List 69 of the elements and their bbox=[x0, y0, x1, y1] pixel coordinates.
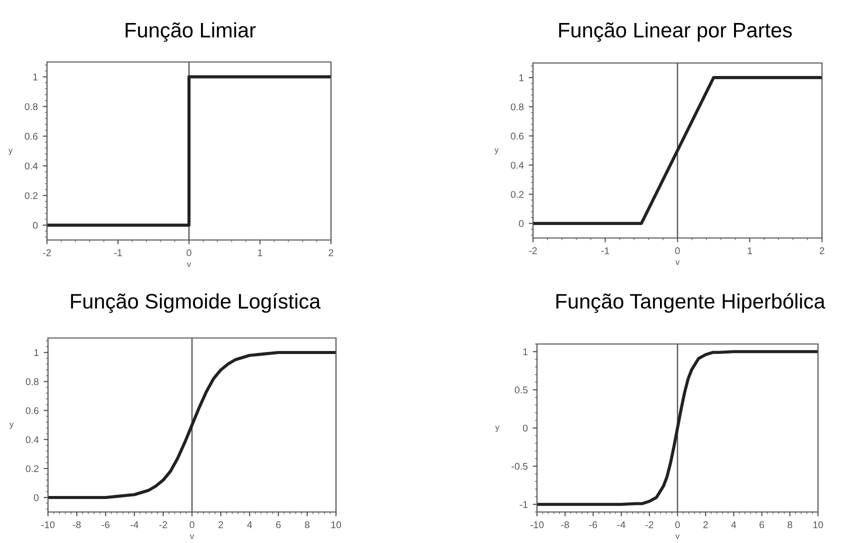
y-tick-label: 0.8 bbox=[26, 378, 39, 386]
x-tick-label: 0 bbox=[675, 521, 680, 528]
y-tick-label: 0.6 bbox=[26, 407, 39, 414]
line-series bbox=[537, 350, 818, 506]
x-tick-label: 0 bbox=[675, 247, 680, 254]
x-tick-label: 0 bbox=[190, 521, 194, 528]
x-tick-label: -1 bbox=[114, 249, 122, 256]
y-tick-label: 0.6 bbox=[510, 132, 524, 140]
x-tick-label: 10 bbox=[813, 521, 824, 528]
x-tick-label: -6 bbox=[589, 521, 598, 528]
x-tick-label: 8 bbox=[304, 521, 310, 528]
x-tick-label: 2 bbox=[218, 521, 224, 528]
y-tick-label: 1 bbox=[519, 74, 524, 82]
y-axis-title: y bbox=[494, 148, 499, 154]
x-tick-label: 2 bbox=[820, 247, 824, 254]
x-tick-label: 0 bbox=[186, 249, 192, 256]
x-tick-label: 6 bbox=[276, 521, 281, 528]
x-tick-label: -10 bbox=[41, 521, 55, 528]
x-tick-label: -4 bbox=[617, 521, 626, 528]
y-tick-label: 0 bbox=[34, 494, 39, 502]
y-tick-label: 0.6 bbox=[24, 132, 38, 140]
chart-title: Função Limiar bbox=[126, 22, 256, 42]
y-tick-label: 1 bbox=[33, 74, 38, 80]
y-tick-label: 0 bbox=[32, 222, 38, 229]
y-tick-label: 0.2 bbox=[26, 465, 38, 472]
x-tick-label: -8 bbox=[72, 521, 81, 528]
y-tick-label: 0 bbox=[518, 220, 524, 228]
y-tick-label: 0 bbox=[522, 424, 528, 432]
x-tick-label: 4 bbox=[247, 521, 252, 528]
x-tick-label: 4 bbox=[731, 521, 736, 528]
x-tick-label: -2 bbox=[43, 249, 51, 256]
x-tick-label: -2 bbox=[646, 521, 654, 528]
y-tick-label: 1 bbox=[34, 349, 38, 356]
x-tick-label: -2 bbox=[529, 247, 537, 254]
x-tick-label: -10 bbox=[530, 521, 544, 528]
x-tick-label: -4 bbox=[130, 521, 138, 528]
x-tick-label: 2 bbox=[328, 249, 334, 256]
line-series bbox=[48, 350, 336, 500]
chart-title: Função Linear por Partes bbox=[559, 22, 792, 42]
chart-title: Função Tangente Hiperbólica bbox=[556, 293, 826, 313]
y-tick-label: -1 bbox=[520, 501, 528, 508]
x-tick-label: 1 bbox=[258, 249, 262, 256]
y-tick-label: 0.4 bbox=[24, 162, 38, 170]
y-axis-title: y bbox=[8, 148, 13, 155]
y-tick-label: 0.4 bbox=[26, 436, 39, 444]
x-tick-label: -6 bbox=[102, 521, 110, 528]
y-axis-title: y bbox=[10, 422, 14, 429]
x-axis-title: v bbox=[675, 534, 680, 539]
chart-title: Função Sigmoide Logística bbox=[71, 293, 321, 313]
x-tick-label: -2 bbox=[159, 521, 168, 528]
y-tick-label: 0.5 bbox=[514, 386, 528, 394]
y-tick-label: 0.8 bbox=[24, 103, 38, 110]
y-tick-label: 0.2 bbox=[510, 190, 524, 198]
x-axis-title: v bbox=[675, 260, 680, 265]
x-tick-label: 1 bbox=[748, 247, 752, 254]
y-tick-label: -0.5 bbox=[512, 462, 528, 470]
x-tick-label: 6 bbox=[760, 521, 764, 528]
x-tick-label: 2 bbox=[703, 521, 708, 528]
x-axis-title: v bbox=[190, 534, 194, 539]
y-tick-label: 0.4 bbox=[510, 162, 524, 169]
x-tick-label: -8 bbox=[561, 521, 569, 528]
y-tick-label: 0.2 bbox=[24, 192, 38, 200]
x-tick-label: -1 bbox=[601, 247, 610, 254]
x-tick-label: 8 bbox=[788, 521, 792, 528]
y-axis-title: y bbox=[495, 426, 500, 432]
x-axis-title: v bbox=[186, 262, 192, 267]
y-tick-label: 1 bbox=[523, 348, 528, 356]
y-tick-label: 0.8 bbox=[510, 103, 524, 110]
x-tick-label: 10 bbox=[331, 521, 342, 528]
